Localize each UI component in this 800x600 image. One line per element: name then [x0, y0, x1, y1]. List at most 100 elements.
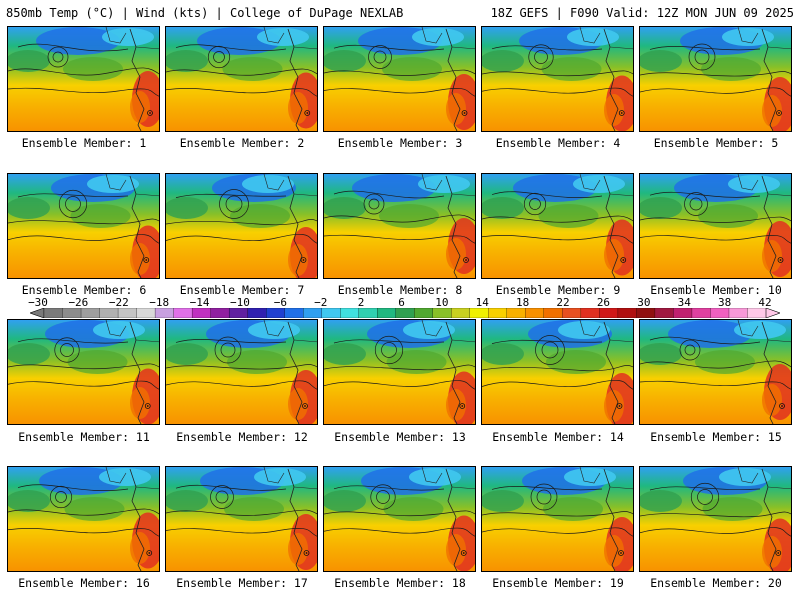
colorbar-segment [710, 308, 730, 318]
ensemble-member-label: Ensemble Member: 1 [21, 136, 147, 150]
ensemble-member-label: Ensemble Member: 11 [18, 430, 150, 444]
colorbar-segment [691, 308, 711, 318]
colorbar-segment [154, 308, 175, 318]
ensemble-member-label: Ensemble Member: 13 [334, 430, 466, 444]
colorbar-segment [266, 308, 286, 318]
ensemble-map-panel [7, 173, 160, 279]
colorbar-segment [451, 308, 471, 318]
colorbar-segment [525, 308, 545, 318]
ensemble-member-label: Ensemble Member: 18 [334, 576, 466, 590]
colorbar-right-arrow [765, 308, 780, 318]
colorbar-segment [117, 308, 138, 318]
colorbar-tick-label: 2 [357, 296, 365, 309]
temperature-colorbar [30, 308, 780, 318]
colorbar-segment [99, 308, 119, 318]
valid-time: 18Z GEFS | F090 Valid: 12Z MON JUN 09 20… [490, 6, 794, 20]
ensemble-member-label: Ensemble Member: 10 [650, 283, 782, 297]
ensemble-map-panel [639, 319, 792, 425]
ensemble-map-panel [7, 466, 160, 572]
colorbar-segment [543, 308, 563, 318]
ensemble-member-label: Ensemble Member: 3 [337, 136, 463, 150]
ensemble-member-label: Ensemble Member: 6 [21, 283, 147, 297]
colorbar-tick-label: 38 [717, 296, 732, 309]
colorbar-segment [340, 308, 360, 318]
colorbar-tick-label: 10 [435, 296, 449, 309]
colorbar-segment [728, 308, 748, 318]
colorbar-tick-label: −2 [314, 296, 328, 309]
ensemble-map-panel [323, 319, 476, 425]
ensemble-member-label: Ensemble Member: 8 [337, 283, 463, 297]
colorbar-segment [284, 308, 304, 318]
colorbar-segment [321, 308, 341, 318]
colorbar-segment [636, 308, 656, 318]
colorbar-segment [358, 308, 378, 318]
ensemble-member-label: Ensemble Member: 12 [176, 430, 308, 444]
ensemble-map-panel [481, 319, 634, 425]
colorbar-tick-label: −26 [68, 296, 89, 309]
colorbar-tick-label: −30 [28, 296, 48, 309]
ensemble-map-panel [323, 26, 476, 132]
colorbar-segment [506, 308, 526, 318]
ensemble-member-label: Ensemble Member: 17 [176, 576, 308, 590]
colorbar-segment [136, 308, 156, 318]
ensemble-map-panel [481, 466, 634, 572]
colorbar-tick-label: −6 [273, 296, 287, 309]
colorbar-segment [228, 308, 249, 318]
colorbar-segment [303, 308, 323, 318]
ensemble-member-label: Ensemble Member: 4 [495, 136, 621, 150]
colorbar-segment [432, 308, 452, 318]
colorbar-tick-label: −18 [149, 296, 170, 309]
colorbar-segment [173, 308, 193, 318]
colorbar-tick-label: 18 [516, 296, 530, 309]
colorbar-segment [580, 308, 600, 318]
ensemble-member-label: Ensemble Member: 14 [492, 430, 624, 444]
ensemble-map-panel [481, 26, 634, 132]
colorbar-tick-label: −22 [108, 296, 129, 309]
ensemble-member-label: Ensemble Member: 19 [492, 576, 624, 590]
colorbar-segment [469, 308, 489, 318]
colorbar-segment [488, 308, 508, 318]
colorbar-segment [80, 308, 100, 318]
ensemble-member-label: Ensemble Member: 7 [179, 283, 305, 297]
colorbar-tick-label: 34 [677, 296, 691, 309]
ensemble-map-panel [165, 319, 318, 425]
colorbar-tick-label: 26 [596, 296, 611, 309]
ensemble-member-label: Ensemble Member: 2 [179, 136, 305, 150]
colorbar-tick-label: 6 [398, 296, 405, 309]
colorbar-tick-label: 22 [556, 296, 570, 309]
colorbar-left-arrow [30, 308, 45, 318]
colorbar-segment [191, 308, 212, 318]
ensemble-map-panel [481, 173, 634, 279]
colorbar-segment [43, 308, 63, 318]
ensemble-map-panel [7, 26, 160, 132]
ensemble-map-panel [165, 466, 318, 572]
colorbar-segment [414, 308, 434, 318]
ensemble-member-label: Ensemble Member: 20 [650, 576, 782, 590]
ensemble-member-label: Ensemble Member: 5 [653, 136, 779, 150]
ensemble-map-panel [165, 173, 318, 279]
colorbar-segment [673, 308, 693, 318]
ensemble-map-panel [323, 466, 476, 572]
colorbar-tick-label: 30 [637, 296, 651, 309]
ensemble-map-panel [7, 319, 160, 425]
colorbar-segment [747, 308, 767, 318]
ensemble-map-panel [639, 26, 792, 132]
colorbar-tick-label: 14 [475, 296, 489, 309]
colorbar-segment [617, 308, 637, 318]
ensemble-map-panel [165, 26, 318, 132]
colorbar-tick-label: 42 [758, 296, 772, 309]
colorbar-segment [62, 308, 82, 318]
ensemble-member-label: Ensemble Member: 9 [495, 283, 621, 297]
colorbar-segment [247, 308, 267, 318]
map-title: 850mb Temp (°C) | Wind (kts) | College o… [6, 6, 404, 20]
ensemble-map-panel [639, 173, 792, 279]
ensemble-map-panel [639, 466, 792, 572]
colorbar-segment [654, 308, 674, 318]
ensemble-member-label: Ensemble Member: 16 [18, 576, 150, 590]
colorbar-segment [210, 308, 230, 318]
colorbar-tick-label: −10 [230, 296, 250, 309]
colorbar-segment [599, 308, 619, 318]
colorbar-segment [562, 308, 582, 318]
colorbar-segment [377, 308, 397, 318]
colorbar-segment [395, 308, 415, 318]
